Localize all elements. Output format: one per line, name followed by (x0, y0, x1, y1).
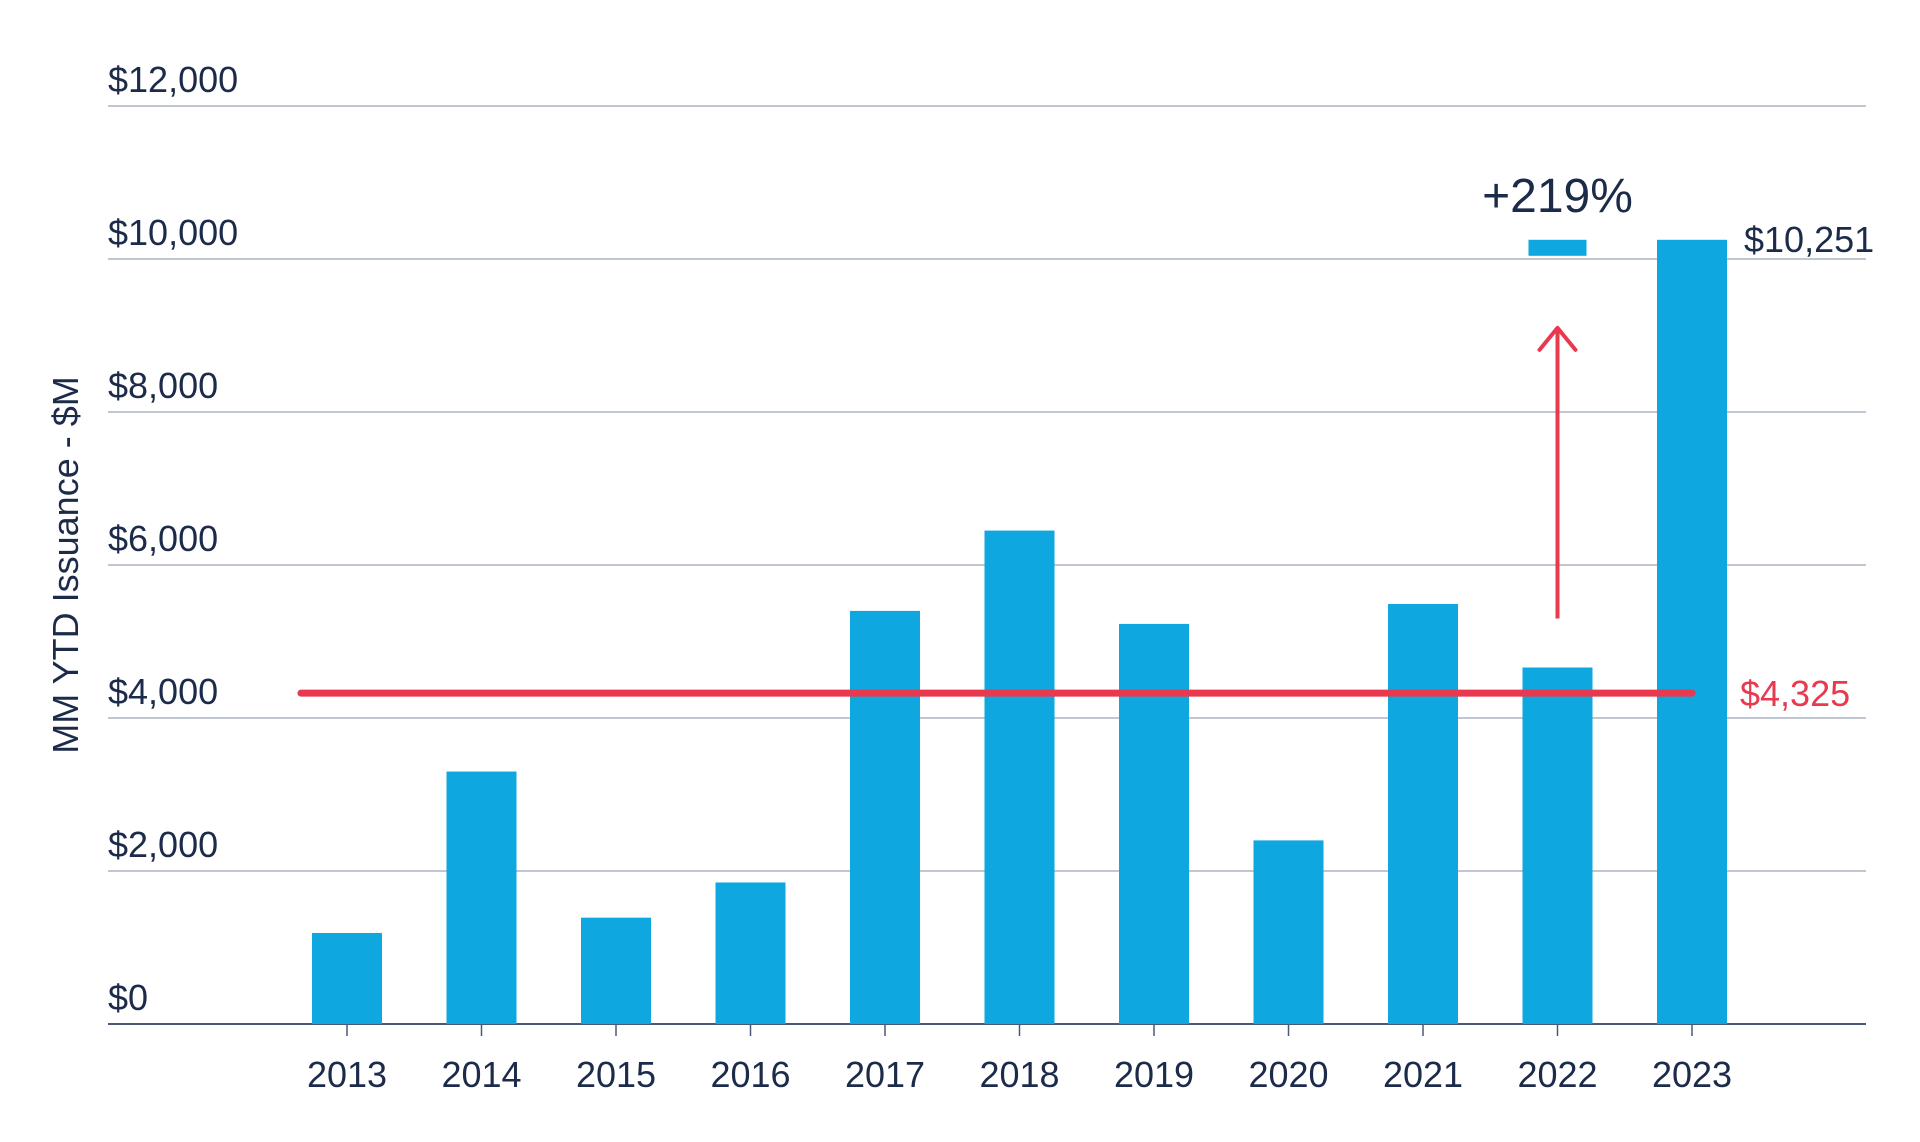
labels: $0 $2,000 $4,000 $6,000 $8,000 $10,000 $12,000… (45, 59, 1874, 1095)
x-tick-label: 2018 (979, 1054, 1059, 1095)
bar-2014 (446, 771, 517, 1024)
bar-2021 (1388, 604, 1458, 1024)
end-value-label: $10,251 (1744, 219, 1874, 260)
y-tick-label: $6,000 (108, 518, 218, 559)
bar-2019 (1119, 623, 1189, 1024)
y-tick-label: $10,000 (108, 212, 238, 253)
x-tick-label: 2021 (1383, 1054, 1463, 1095)
y-tick-label: $8,000 (108, 365, 218, 406)
x-tick-label: 2016 (710, 1054, 790, 1095)
x-tick-label: 2015 (576, 1054, 656, 1095)
bar-2023 (1657, 239, 1727, 1025)
y-tick-label: $4,000 (108, 671, 218, 712)
x-tick-label: 2014 (441, 1054, 521, 1095)
x-tick-label: 2019 (1114, 1054, 1194, 1095)
y-tick-label: $0 (108, 977, 148, 1018)
bar-2013 (312, 932, 382, 1024)
annotations: $4,325 +219% (297, 170, 1850, 714)
bar-2018 (984, 530, 1055, 1024)
y-axis-label: MM YTD Issuance - $M (45, 376, 86, 753)
reference-line-label: $4,325 (1740, 673, 1850, 714)
growth-arrow-head (1537, 325, 1578, 352)
bar-2016 (715, 882, 786, 1024)
target-level-marker (1528, 239, 1587, 256)
growth-annotation: +219% (1482, 170, 1633, 223)
x-tick-label: 2013 (307, 1054, 387, 1095)
x-tick-label: 2023 (1652, 1054, 1732, 1095)
bar-2020 (1253, 840, 1324, 1024)
y-tick-label: $2,000 (108, 824, 218, 865)
bar-2017 (850, 610, 920, 1024)
x-tick-label: 2017 (845, 1054, 925, 1095)
x-tick-label: 2020 (1248, 1054, 1328, 1095)
bar-2022 (1522, 667, 1593, 1024)
bars (312, 239, 1727, 1025)
y-tick-label: $12,000 (108, 59, 238, 100)
bar-2015 (581, 917, 651, 1024)
x-tick-label: 2022 (1517, 1054, 1597, 1095)
